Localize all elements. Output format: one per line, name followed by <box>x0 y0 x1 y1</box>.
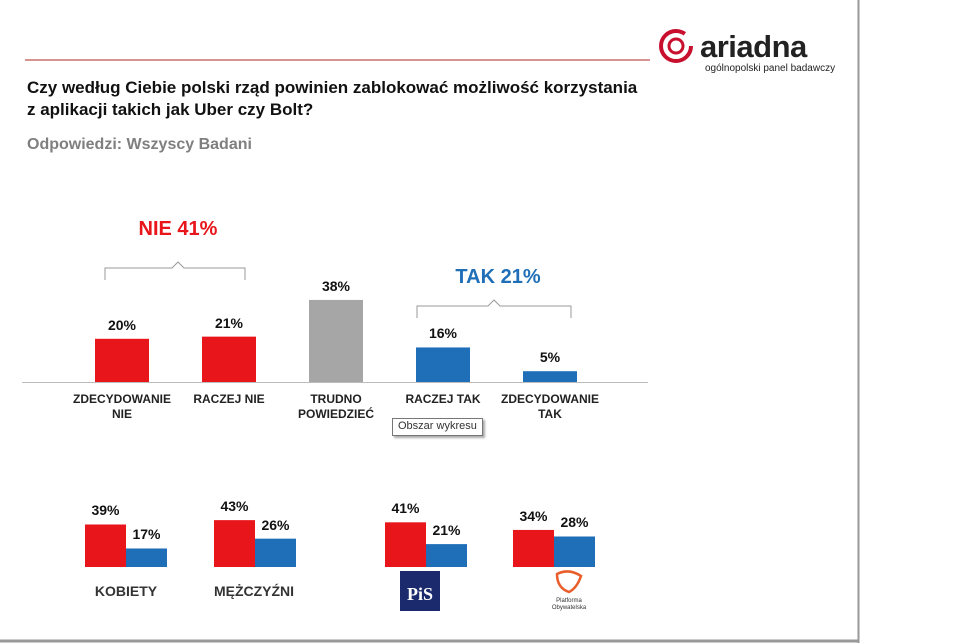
bar <box>255 538 296 567</box>
category-label: RACZEJ NIE <box>193 392 265 406</box>
bar <box>309 299 363 382</box>
annotation: NIE 41% <box>138 218 218 240</box>
bar <box>523 371 577 382</box>
category-label: TRUDNO POWIEDZIEĆ <box>297 392 375 421</box>
value-label: 17% <box>132 526 161 543</box>
value-label: 28% <box>560 514 589 531</box>
bar <box>126 548 167 567</box>
value-label: 41% <box>391 500 420 517</box>
bar <box>513 529 554 567</box>
logo-icon <box>659 29 693 63</box>
category-label: RACZEJ TAK <box>405 392 481 406</box>
category-label: Platforma Obywatelska <box>551 598 587 611</box>
value-label: 43% <box>220 498 249 515</box>
bar <box>202 336 256 382</box>
value-label: 5% <box>539 349 561 366</box>
value-label: 20% <box>107 316 137 333</box>
bar <box>95 338 149 382</box>
category-label: KOBIETY <box>94 583 158 599</box>
value-label: 38% <box>321 277 351 294</box>
title: Czy według Ciebie polski rząd powinien z… <box>27 78 638 120</box>
category-label: ZDECYDOWANIE TAK <box>500 392 600 421</box>
bracket-tak <box>416 299 572 318</box>
slide-bg <box>0 0 858 640</box>
value-label: 21% <box>432 522 461 539</box>
value-label: 39% <box>91 502 120 519</box>
annotation: TAK 21% <box>455 266 541 288</box>
bar <box>416 347 470 382</box>
value-label: 34% <box>519 507 548 524</box>
subtitle: Odpowiedzi: Wszyscy Badani <box>27 136 252 153</box>
category-label: ZDECYDOWANIE NIE <box>72 392 172 421</box>
logo-name: ariadna <box>700 29 807 64</box>
value-label: 16% <box>428 325 458 342</box>
tooltip: Obszar wykresu <box>392 418 483 436</box>
bracket-nie <box>104 261 246 280</box>
category-label: PiS <box>406 584 434 604</box>
pis-logo-bg <box>400 571 440 611</box>
bar <box>214 520 255 567</box>
bar <box>554 536 595 567</box>
bar <box>426 544 467 567</box>
logo-tagline: ogólnopolski panel badawczy <box>705 63 836 74</box>
value-label: 21% <box>214 314 244 331</box>
category-label: MĘŻCZYŹNI <box>213 583 295 599</box>
bar <box>385 522 426 567</box>
po-logo-icon <box>555 570 583 594</box>
value-label: 26% <box>261 516 290 533</box>
bar <box>85 524 126 567</box>
